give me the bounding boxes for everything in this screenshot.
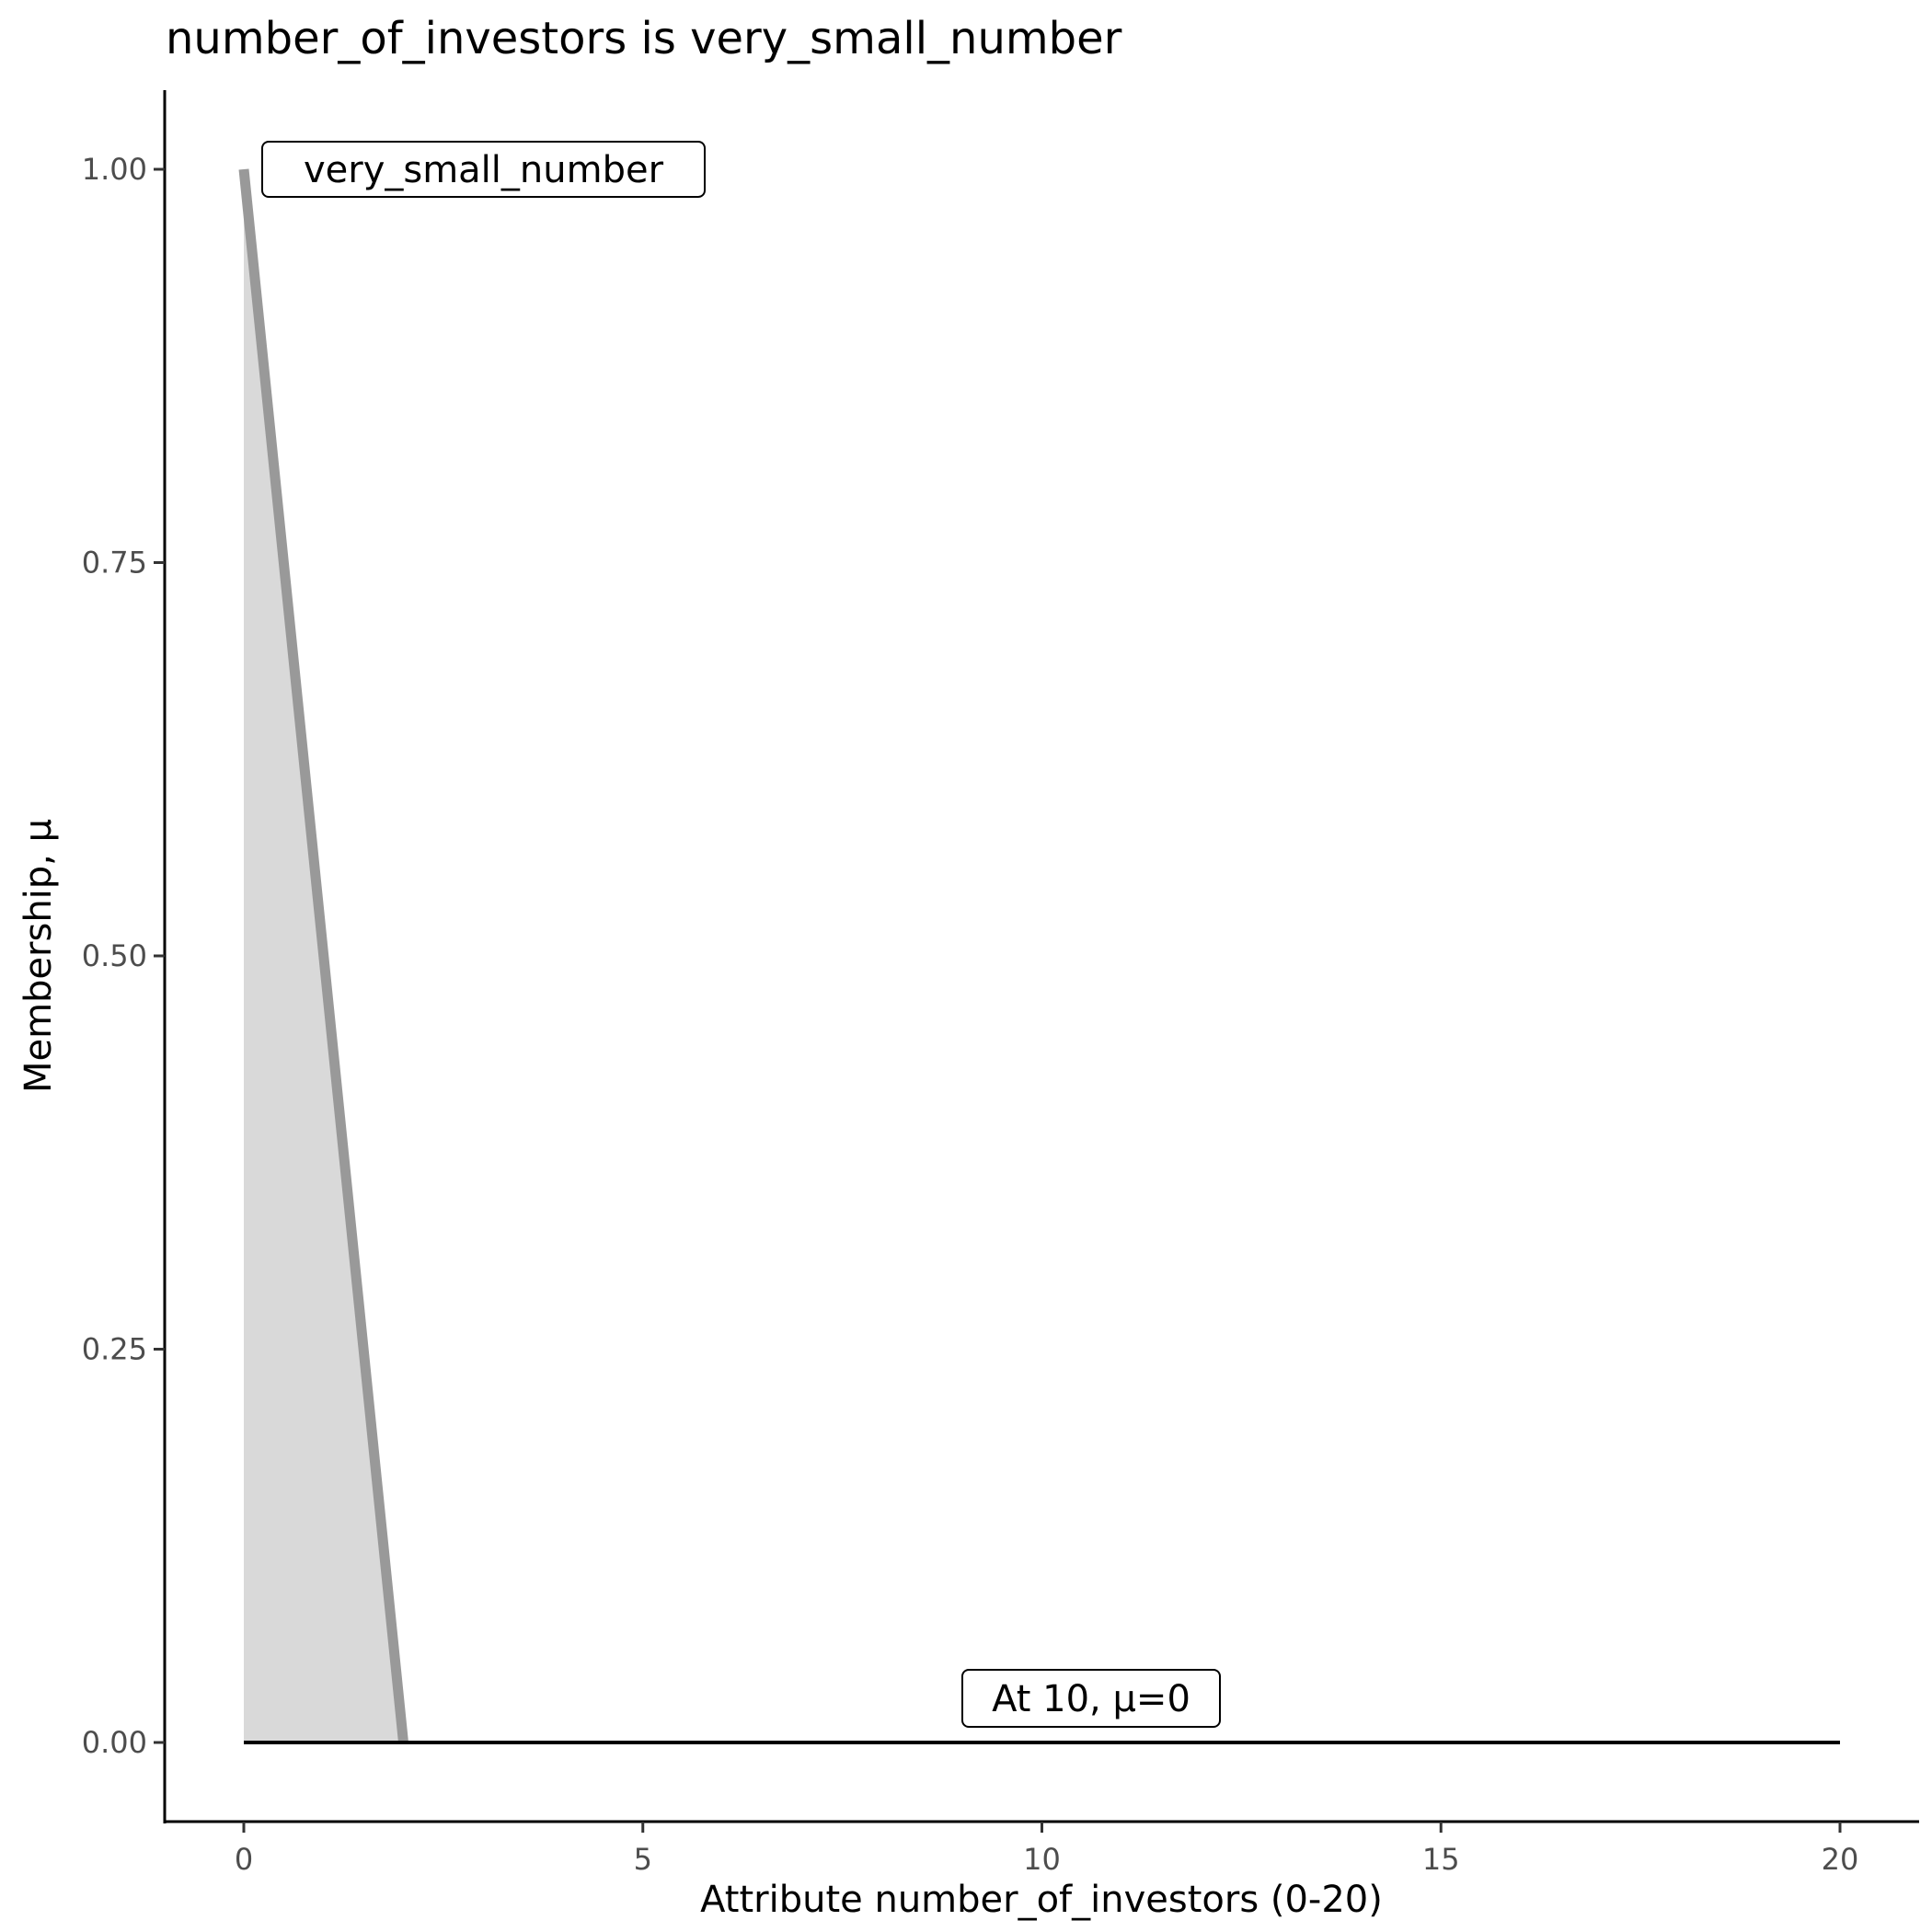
x-tick-label: 5 — [634, 1842, 652, 1877]
annotations: very_small_number At 10, μ=0 — [261, 141, 1221, 1728]
x-axis-label: Attribute number_of_investors (0-20) — [700, 1879, 1383, 1921]
y-tick-label: 1.00 — [82, 152, 147, 187]
y-tick-label: 0.75 — [82, 546, 147, 581]
x-tick-label: 10 — [1023, 1842, 1061, 1877]
membership-line — [238, 168, 408, 1743]
ticks: 0 5 10 15 20 0.00 0.25 0.50 0.75 1.00 — [82, 152, 1859, 1877]
y-axis-label: Membership, μ — [17, 819, 60, 1093]
x-tick-label: 20 — [1822, 1842, 1859, 1877]
y-tick-label: 0.25 — [82, 1332, 147, 1367]
y-tick-label: 0.50 — [82, 938, 147, 973]
plot-area — [238, 168, 1840, 1744]
x-tick-label: 0 — [235, 1842, 253, 1877]
chart-title: number_of_investors is very_small_number — [166, 13, 1122, 64]
annotation-box — [961, 1669, 1221, 1728]
annotation-label: very_small_number — [304, 149, 664, 191]
x-tick-label: 15 — [1422, 1842, 1460, 1877]
annotation-box — [261, 141, 706, 198]
y-tick-label: 0.00 — [82, 1725, 147, 1760]
annotation-label: At 10, μ=0 — [992, 1678, 1190, 1720]
